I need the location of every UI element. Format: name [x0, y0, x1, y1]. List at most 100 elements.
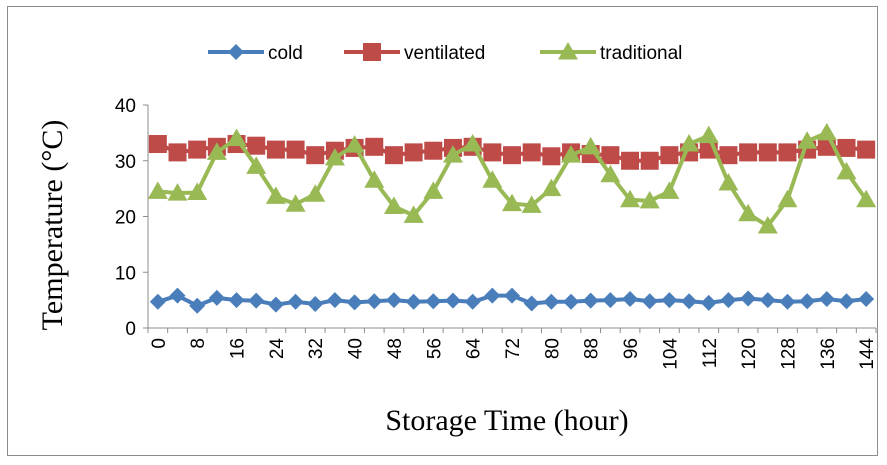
data-point-diamond — [799, 293, 816, 310]
y-tick-label: 40 — [115, 96, 136, 117]
data-point-square — [522, 143, 541, 162]
data-point-diamond — [267, 296, 284, 313]
data-point-square — [266, 140, 285, 159]
data-point-diamond — [425, 293, 442, 310]
data-point-diamond — [228, 44, 244, 60]
data-point-triangle — [167, 183, 188, 201]
data-point-diamond — [326, 292, 343, 309]
legend-item-ventilated: ventilated — [344, 43, 485, 64]
y-axis-ticks: 0 10 20 30 40 — [115, 96, 148, 340]
x-axis-ticks: 0 8 16 24 32 40 48 56 64 72 80 88 96 104 112 120 128 136 1… — [147, 328, 878, 370]
data-point-square — [188, 140, 207, 159]
x-tick-label: 24 — [267, 338, 288, 360]
data-point-triangle — [679, 134, 700, 152]
data-point-diamond — [720, 292, 737, 309]
legend: cold ventilated traditional — [208, 42, 682, 64]
x-tick-label: 8 — [188, 338, 209, 349]
x-tick-label: 112 — [700, 338, 721, 368]
data-point-diamond — [622, 291, 639, 308]
data-point-square — [503, 146, 521, 165]
data-point-diamond — [385, 292, 402, 309]
data-point-diamond — [405, 293, 422, 310]
x-tick-label: 0 — [149, 338, 170, 349]
x-tick-label: 128 — [778, 338, 799, 370]
data-point-triangle — [206, 142, 227, 160]
data-point-diamond — [464, 293, 481, 310]
data-point-diamond — [582, 292, 599, 309]
x-tick-label: 48 — [385, 338, 406, 359]
data-point-triangle — [580, 136, 601, 155]
data-point-triangle — [639, 190, 660, 209]
data-point-triangle — [364, 170, 385, 188]
x-tick-label: 144 — [857, 338, 878, 370]
data-point-diamond — [681, 293, 698, 310]
data-point-square — [168, 143, 187, 162]
data-point-diamond — [208, 289, 225, 306]
y-tick-label: 10 — [115, 263, 136, 284]
data-point-diamond — [563, 293, 580, 310]
data-point-square — [483, 143, 502, 162]
x-tick-label: 32 — [306, 338, 327, 359]
data-point-diamond — [543, 293, 560, 310]
data-point-triangle — [285, 194, 306, 212]
data-point-triangle — [620, 189, 641, 208]
data-point-diamond — [169, 287, 186, 304]
data-point-square — [719, 146, 738, 165]
data-point-triangle — [482, 170, 503, 188]
x-tick-label: 40 — [346, 338, 367, 359]
legend-item-traditional: traditional — [540, 42, 682, 64]
data-point-square — [363, 43, 381, 61]
data-point-triangle — [738, 203, 759, 222]
data-point-triangle — [561, 145, 582, 163]
data-point-diamond — [700, 294, 717, 311]
data-point-square — [365, 137, 384, 156]
data-point-diamond — [523, 295, 540, 312]
x-tick-label: 80 — [542, 338, 563, 359]
data-point-triangle — [403, 205, 424, 223]
data-point-square — [621, 151, 640, 170]
data-point-diamond — [484, 287, 501, 304]
legend-item-cold: cold — [208, 43, 303, 64]
data-point-triangle — [856, 189, 877, 208]
data-point-square — [247, 136, 266, 155]
x-tick-label: 96 — [621, 338, 642, 359]
data-point-triangle — [305, 184, 326, 202]
data-point-diamond — [287, 293, 304, 310]
data-point-triangle — [558, 42, 578, 60]
data-point-triangle — [797, 131, 818, 149]
data-point-triangle — [816, 122, 837, 141]
data-point-triangle — [836, 161, 857, 180]
data-point-triangle — [757, 215, 778, 234]
temperature-line-chart: cold ventilated traditional 0 10 20 30 40 0 8 16… — [36, 42, 878, 437]
data-point-triangle — [442, 145, 463, 163]
data-point-square — [857, 140, 876, 159]
data-point-diamond — [602, 292, 619, 309]
data-point-square — [286, 140, 305, 159]
data-point-diamond — [366, 293, 383, 310]
data-point-triangle — [777, 189, 798, 208]
data-point-square — [739, 143, 758, 162]
chart-frame: cold ventilated traditional 0 10 20 30 40 0 8 16… — [7, 6, 878, 456]
data-point-square — [640, 151, 659, 170]
data-point-square — [660, 146, 679, 165]
data-point-triangle — [344, 135, 365, 153]
series-layer — [147, 122, 877, 314]
data-point-diamond — [661, 292, 678, 309]
x-tick-label: 104 — [660, 338, 681, 370]
x-tick-label: 64 — [464, 338, 485, 360]
data-point-triangle — [521, 195, 542, 213]
y-tick-label: 0 — [125, 319, 136, 340]
data-point-diamond — [759, 292, 776, 309]
data-point-diamond — [641, 293, 658, 310]
data-point-triangle — [383, 196, 404, 214]
x-tick-label: 16 — [228, 338, 249, 359]
data-point-triangle — [698, 125, 719, 144]
legend-label: ventilated — [404, 43, 485, 64]
data-point-diamond — [444, 292, 461, 309]
legend-label: cold — [268, 43, 303, 64]
data-point-triangle — [187, 182, 208, 201]
data-point-square — [306, 146, 325, 165]
x-tick-label: 88 — [582, 338, 603, 359]
data-point-square — [424, 141, 443, 160]
data-point-diamond — [740, 290, 757, 307]
